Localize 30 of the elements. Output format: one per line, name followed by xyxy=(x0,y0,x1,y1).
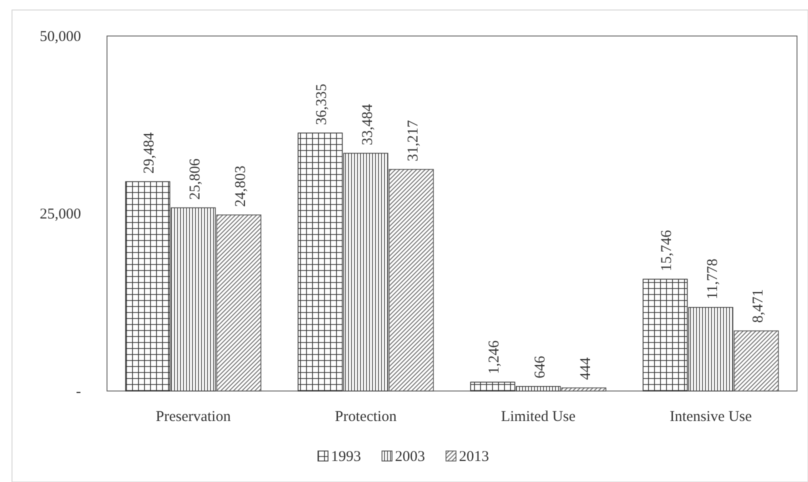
x-tick-label: Protection xyxy=(334,409,398,425)
y-tick-label: - xyxy=(76,384,81,400)
bar xyxy=(688,306,734,392)
data-label: 36,335 xyxy=(314,84,330,126)
x-tick-label: Limited Use xyxy=(500,409,576,425)
bar xyxy=(170,207,216,392)
data-label: 24,803 xyxy=(232,166,249,207)
data-label: 444 xyxy=(578,356,594,380)
y-tick-label: 50,000 xyxy=(40,29,81,45)
bar xyxy=(298,132,343,392)
data-label: 25,806 xyxy=(187,158,204,200)
bar xyxy=(470,382,516,392)
bar xyxy=(343,152,388,392)
legend-label: 2003 xyxy=(395,449,425,465)
data-label: 646 xyxy=(532,355,548,378)
data-label: 33,484 xyxy=(360,104,376,146)
data-label: 11,778 xyxy=(704,258,721,300)
y-tick-label: 25,000 xyxy=(40,206,81,222)
bar xyxy=(642,278,688,392)
data-label: 15,746 xyxy=(659,229,676,272)
bar xyxy=(125,181,170,392)
data-label: 8,471 xyxy=(750,289,766,323)
legend-label: 2013 xyxy=(459,449,489,465)
x-tick-label: Intensive Use xyxy=(670,409,752,425)
bar xyxy=(516,386,561,392)
data-label: 29,484 xyxy=(142,132,158,174)
data-label: 1,246 xyxy=(486,340,503,374)
legend-label: 1993 xyxy=(331,449,361,465)
data-label: 31,217 xyxy=(405,120,422,162)
x-tick-label: Preservation xyxy=(156,409,232,425)
